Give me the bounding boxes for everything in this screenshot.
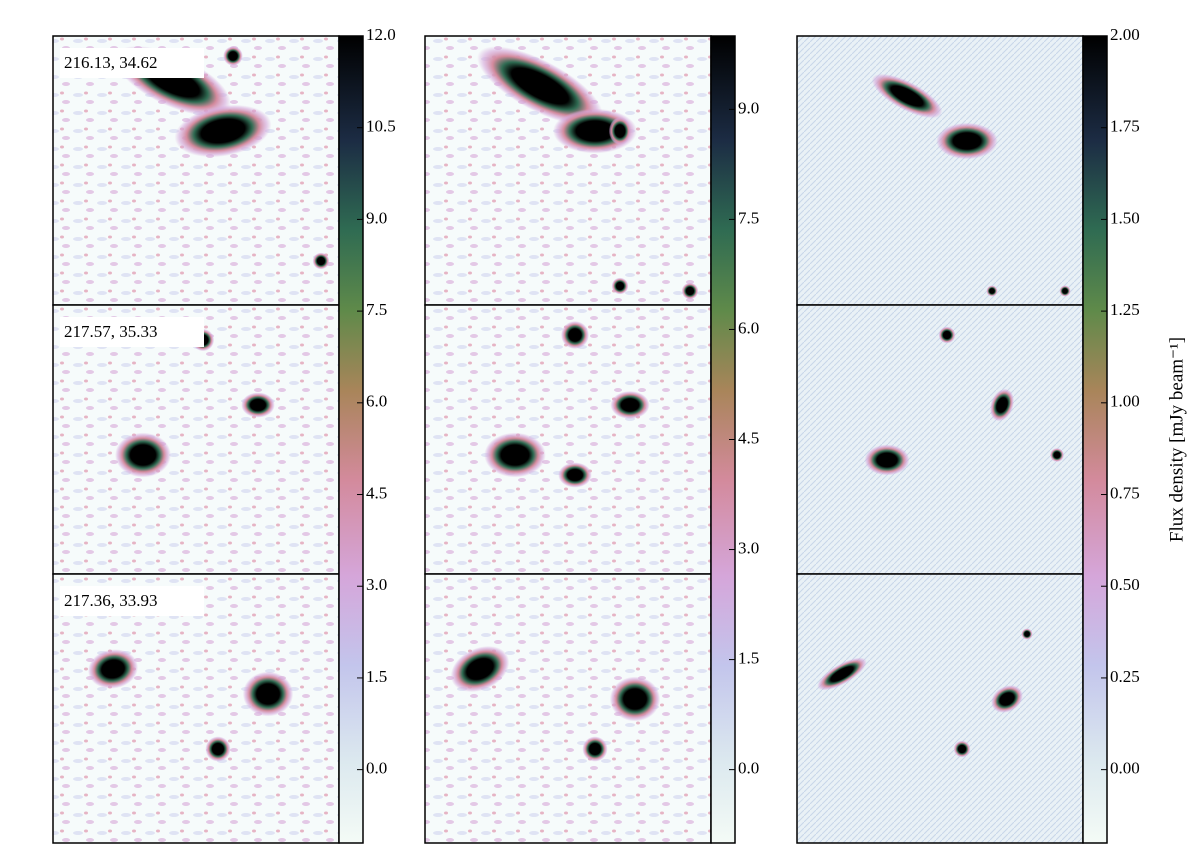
source-blob (115, 432, 171, 478)
colorbar (338, 35, 364, 844)
coordinate-label: 217.36, 33.93 (64, 591, 158, 610)
source-blob (312, 252, 330, 270)
source-blob (242, 671, 294, 717)
source-blob (582, 736, 608, 762)
source-blob (477, 46, 603, 126)
colorbar-tick-label: 1.5 (738, 648, 759, 667)
source-blob (990, 388, 1014, 422)
source-blob (986, 285, 998, 297)
colorbar-tick-label: 2.00 (1110, 25, 1140, 44)
colorbar (1082, 35, 1108, 844)
colorbar-tick-label: 6.0 (366, 392, 387, 411)
panel-background (425, 574, 711, 843)
label-box (60, 48, 204, 78)
source-blob (561, 321, 589, 349)
image-panel (796, 573, 1084, 844)
source-blob (484, 432, 546, 478)
source-blob (938, 326, 956, 344)
source-blob (87, 649, 139, 689)
colorbar-tick-label: 3.0 (738, 538, 759, 557)
source-blob (1021, 628, 1033, 640)
source-blob (864, 444, 910, 476)
image-panel (52, 304, 340, 575)
image-panel (424, 573, 712, 844)
colorbar-tick-label: 0.50 (1110, 575, 1140, 594)
panel-background (425, 305, 711, 574)
source-blob (241, 392, 275, 418)
colorbar-tick-label: 0.0 (738, 759, 759, 778)
colorbar-tick-label: 9.0 (738, 98, 759, 117)
colorbar-tick-label: 1.50 (1110, 208, 1140, 227)
colorbar-tick-label: 1.5 (366, 667, 387, 686)
panel-background (797, 36, 1083, 305)
colorbar-tick-label: 1.25 (1110, 300, 1140, 319)
colorbar-tick-label: 1.75 (1110, 117, 1140, 136)
coordinate-label: 216.13, 34.62 (64, 53, 158, 72)
panel-background (797, 305, 1083, 574)
panel-background (53, 574, 339, 843)
image-panel (796, 304, 1084, 575)
colorbar-tick-label: 0.00 (1110, 759, 1140, 778)
source-blob (817, 657, 867, 691)
colorbar-tick-label: 0.0 (366, 759, 387, 778)
source-blob (558, 462, 592, 488)
colorbar-tick-label: 7.5 (366, 300, 387, 319)
source-blob (611, 277, 629, 295)
colorbar-tick-label: 4.5 (366, 483, 387, 502)
colorbar-tick-label: 7.5 (738, 208, 759, 227)
label-box (60, 586, 204, 616)
source-blob (610, 391, 650, 419)
colorbar-tick-label: 4.5 (738, 428, 759, 447)
colorbar-tick-label: 6.0 (738, 318, 759, 337)
panel-background (797, 574, 1083, 843)
image-panel (796, 35, 1084, 306)
colorbar-tick-label: 0.25 (1110, 667, 1140, 686)
panel-background (53, 305, 339, 574)
source-blob (205, 736, 231, 762)
image-panel (52, 35, 340, 306)
source-blob (681, 282, 699, 300)
colorbar-tick-label: 1.00 (1110, 392, 1140, 411)
colorbar-tick-label: 3.0 (366, 575, 387, 594)
source-blob (223, 46, 243, 66)
colorbar-tick-label: 0.75 (1110, 483, 1140, 502)
colorbar-label: Flux density [mJy beam⁻¹] (1166, 337, 1187, 542)
source-blob (609, 676, 661, 722)
coordinate-label: 217.57, 35.33 (64, 322, 158, 341)
source-blob (450, 645, 510, 693)
image-panel (52, 573, 340, 844)
image-panel (424, 35, 712, 306)
colorbar-tick-label: 10.5 (366, 117, 396, 136)
colorbar-tick-label: 9.0 (366, 208, 387, 227)
source-blob (871, 73, 943, 119)
colorbar-tick-label: 12.0 (366, 25, 396, 44)
source-blob (608, 117, 632, 145)
image-panel (424, 304, 712, 575)
source-blob (1050, 448, 1064, 462)
source-blob (174, 104, 272, 158)
label-box (60, 317, 204, 347)
source-blob (953, 740, 971, 758)
source-blob (1059, 285, 1071, 297)
source-blob (936, 122, 998, 160)
source-blob (991, 685, 1023, 713)
